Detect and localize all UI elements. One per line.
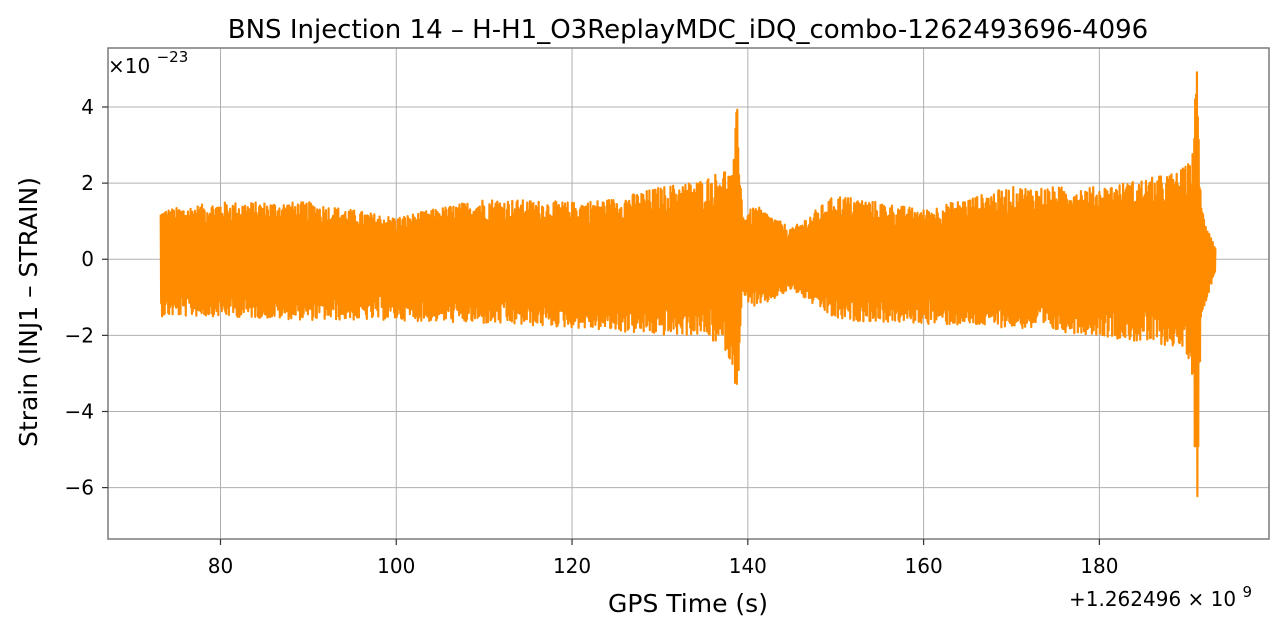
strain-series-core <box>160 138 1216 420</box>
y-axis-label: Strain (INJ1 – STRAIN) <box>14 177 43 447</box>
strain-series-line <box>159 71 1217 498</box>
data-layer <box>159 71 1217 498</box>
x-offset-exponent: 9 <box>1242 583 1252 601</box>
x-tick-label: 160 <box>905 554 943 578</box>
plot-frame <box>107 47 1270 540</box>
y-tick-label: 0 <box>81 247 94 271</box>
y-tick-label: −4 <box>65 399 94 423</box>
y-tick-label: 4 <box>81 95 94 119</box>
x-tick-label: 100 <box>377 554 415 578</box>
chart-title: BNS Injection 14 – H-H1_O3ReplayMDC_iDQ_… <box>228 15 1148 45</box>
x-tick-label: 120 <box>553 554 591 578</box>
x-axis-label: GPS Time (s) <box>608 589 768 618</box>
x-tick-label: 180 <box>1080 554 1118 578</box>
y-tick-label: 2 <box>81 171 94 195</box>
y-multiplier: ×10 −23 <box>108 48 188 78</box>
x-tick-label: 80 <box>208 554 233 578</box>
x-offset-base: +1.262496 × 10 <box>1069 587 1236 611</box>
ticks: 80 100 120 140 160 180 4 2 0 −2 −4 −6 <box>65 95 1119 578</box>
y-multiplier-exponent: −23 <box>157 48 189 66</box>
x-offset: +1.262496 × 10 9 <box>1069 583 1252 611</box>
y-multiplier-base: ×10 <box>108 54 150 78</box>
y-tick-label: −6 <box>65 476 94 500</box>
x-tick-label: 140 <box>729 554 767 578</box>
y-tick-label: −2 <box>65 323 94 347</box>
